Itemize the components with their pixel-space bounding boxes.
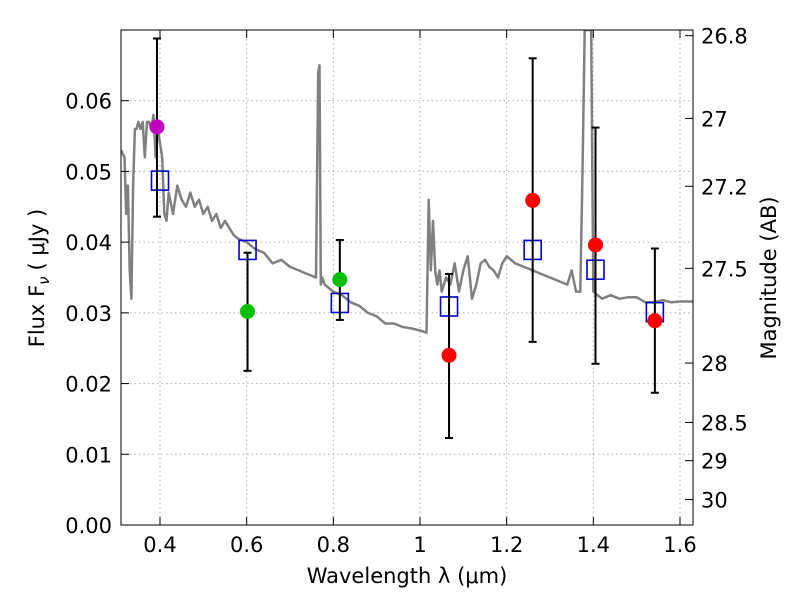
data-series <box>121 30 693 440</box>
observed-point <box>441 347 457 363</box>
y2-tick-label: 27.2 <box>701 175 748 199</box>
y-tick-label: 0.02 <box>65 373 112 397</box>
observed-point <box>149 119 165 135</box>
y-axis-label-sub: ν <box>35 276 53 284</box>
y-axis-label-unit: ( μJy ) <box>25 209 49 271</box>
model-sed-line <box>121 30 693 334</box>
observed-point <box>525 192 541 208</box>
y-tick-label: 0.03 <box>65 302 112 326</box>
x-tick-label: 1.4 <box>577 533 610 557</box>
y2-tick-label: 28.5 <box>701 411 748 435</box>
x-tick-label: 0.8 <box>317 533 350 557</box>
x-tick-label: 1.6 <box>663 533 696 557</box>
y2-tick-label: 30 <box>701 489 728 513</box>
y2-tick-label: 28 <box>701 352 728 376</box>
x-tick-label: 1.2 <box>490 533 523 557</box>
y-axis-label: Flux Fν ( μJy ) <box>25 209 53 348</box>
y-tick-label: 0.00 <box>65 514 112 538</box>
y-tick-label: 0.01 <box>65 443 112 467</box>
y2-tick-label: 27.5 <box>701 257 748 281</box>
x-tick-label: 0.4 <box>143 533 176 557</box>
observed-point <box>240 303 256 319</box>
observed-point <box>588 237 603 253</box>
model-photometry-point <box>150 170 170 191</box>
y2-tick-label: 29 <box>701 450 728 474</box>
plot-background <box>121 30 693 525</box>
x-tick-label: 0.6 <box>230 533 263 557</box>
y2-tick-label: 27 <box>701 107 728 131</box>
y-tick-label: 0.05 <box>65 160 112 184</box>
axis-ticks: 0.4 0.6 0.8 1 1.2 1.4 1.6 0.00 0.01 0.02 0.03 0.04 0… <box>65 25 748 557</box>
y2-axis-label: Magnitude (AB) <box>757 196 781 359</box>
y2-tick-label: 26.8 <box>701 25 748 49</box>
x-axis-label: Wavelength λ (μm) <box>307 564 508 588</box>
x-tick-label: 1 <box>413 533 426 557</box>
plot-frame <box>120 29 694 526</box>
observed-point <box>647 313 663 329</box>
y-axis-label-main: Flux F <box>25 285 49 347</box>
y-tick-label: 0.06 <box>65 90 112 114</box>
y-tick-label: 0.04 <box>65 231 112 255</box>
observed-point <box>332 272 348 288</box>
